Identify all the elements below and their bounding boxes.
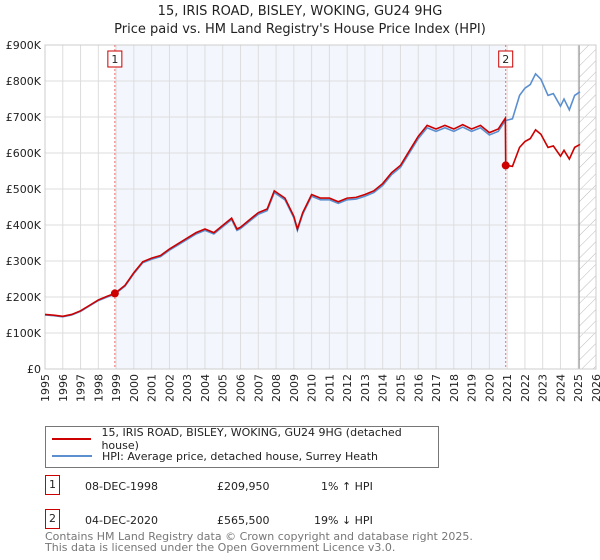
x-tick-label: 1997 bbox=[75, 374, 88, 402]
y-tick-label: £300K bbox=[6, 255, 42, 268]
footer: Contains HM Land Registry data © Crown c… bbox=[45, 531, 473, 553]
sale-point bbox=[501, 161, 510, 170]
x-tick-label: 2006 bbox=[235, 374, 248, 402]
x-tick-label: 2022 bbox=[519, 374, 532, 402]
x-tick-label: 1995 bbox=[39, 374, 52, 402]
x-tick-label: 2012 bbox=[341, 374, 354, 402]
plot-frame bbox=[44, 44, 597, 370]
legend-property-line bbox=[52, 438, 92, 440]
x-tick-label: 2016 bbox=[412, 374, 425, 402]
x-tick-label: 2003 bbox=[181, 374, 194, 402]
x-tick-label: 2013 bbox=[359, 374, 372, 402]
sale-label: 1 bbox=[111, 53, 118, 66]
x-tick-label: 2014 bbox=[377, 374, 390, 402]
sale-point bbox=[110, 289, 119, 298]
x-tick-label: 1999 bbox=[110, 374, 123, 402]
x-tick-label: 2008 bbox=[270, 374, 283, 402]
x-tick-label: 1996 bbox=[57, 374, 70, 402]
legend: 15, IRIS ROAD, BISLEY, WOKING, GU24 9HG … bbox=[45, 426, 439, 468]
sale-label: 2 bbox=[502, 53, 509, 66]
chart-subtitle: Price paid vs. HM Land Registry's House … bbox=[114, 22, 486, 37]
sale-price: £565,500 bbox=[217, 514, 270, 527]
sale-delta: 19% ↓ HPI bbox=[314, 514, 373, 527]
x-tick-label: 2019 bbox=[466, 374, 479, 402]
x-tick-label: 2002 bbox=[163, 374, 176, 402]
y-tick-label: £600K bbox=[6, 147, 42, 160]
sale-badge: 1 bbox=[45, 475, 60, 495]
y-tick-label: £900K bbox=[6, 39, 42, 52]
chart-title: 15, IRIS ROAD, BISLEY, WOKING, GU24 9HG bbox=[157, 4, 443, 19]
sale-label-box bbox=[498, 50, 514, 68]
x-tick-label: 2025 bbox=[572, 374, 585, 402]
property-price-line bbox=[44, 115, 581, 318]
x-tick-label: 2010 bbox=[306, 374, 319, 402]
y-tick-label: £500K bbox=[6, 183, 42, 196]
sale-label-box bbox=[107, 50, 123, 68]
x-tick-label: 2005 bbox=[217, 374, 230, 402]
footer-line-1: Contains HM Land Registry data © Crown c… bbox=[45, 530, 473, 543]
x-tick-label: 2017 bbox=[430, 374, 443, 402]
x-tick-label: 2015 bbox=[394, 374, 407, 402]
x-tick-label: 2024 bbox=[554, 374, 567, 402]
sale-period-shading bbox=[114, 45, 506, 369]
x-tick-label: 2004 bbox=[199, 374, 212, 402]
y-tick-label: £400K bbox=[6, 219, 42, 232]
hpi-line bbox=[44, 72, 581, 318]
y-tick-label: £200K bbox=[6, 291, 42, 304]
y-tick-label: £800K bbox=[6, 75, 42, 88]
x-tick-label: 2000 bbox=[128, 374, 141, 402]
x-tick-label: 2001 bbox=[146, 374, 159, 402]
x-tick-label: 2009 bbox=[288, 374, 301, 402]
x-tick-label: 2020 bbox=[483, 374, 496, 402]
sale-price: £209,950 bbox=[217, 480, 270, 493]
price-chart: 1995 1996 1997 1998 1999 2000 2001 2002 2003 2004… bbox=[6, 39, 600, 402]
forecast-hatch bbox=[579, 45, 596, 369]
x-tick-label: 1998 bbox=[92, 374, 105, 402]
sale-date: 08-DEC-1998 bbox=[85, 480, 159, 493]
legend-hpi-label: HPI: Average price, detached house, Surr… bbox=[102, 449, 379, 463]
sale-date: 04-DEC-2020 bbox=[85, 514, 159, 527]
x-tick-label: 2011 bbox=[323, 374, 336, 402]
y-tick-label: £0 bbox=[27, 363, 41, 376]
y-tick-label: £700K bbox=[6, 111, 42, 124]
x-tick-label: 2018 bbox=[448, 374, 461, 402]
legend-hpi-line bbox=[52, 455, 92, 457]
x-tick-label: 2021 bbox=[501, 374, 514, 402]
sale-delta: 1% ↑ HPI bbox=[321, 480, 373, 493]
x-tick-label: 2026 bbox=[590, 374, 600, 402]
x-tick-label: 2007 bbox=[252, 374, 265, 402]
legend-property-label: 15, IRIS ROAD, BISLEY, WOKING, GU24 9HG … bbox=[101, 426, 402, 452]
y-tick-label: £100K bbox=[6, 327, 42, 340]
footer-line-2: This data is licensed under the Open Gov… bbox=[45, 541, 396, 554]
x-tick-label: 2023 bbox=[537, 374, 550, 402]
sale-badge: 2 bbox=[45, 509, 60, 529]
